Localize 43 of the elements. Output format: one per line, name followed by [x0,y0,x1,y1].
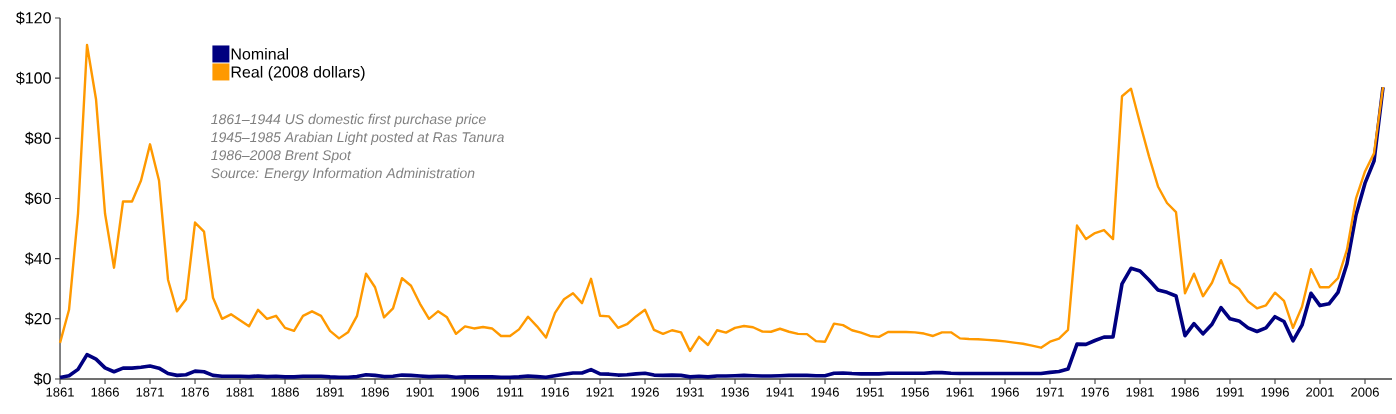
x-tick-label: 1896 [361,387,389,397]
annotation: 1986–2008 Brent Spot [211,150,352,163]
x-tick-label: 1901 [406,387,434,397]
x-tick-label: 1871 [136,387,164,397]
x-tick-label: 1881 [226,387,254,397]
legend-label: Real (2008 dollars) [231,65,365,81]
x-tick-label: 1996 [1261,387,1289,397]
y-tick-label: $100 [16,71,51,85]
x-tick-label: 1906 [451,387,479,397]
x-tick-label: 1986 [1171,387,1199,397]
x-tick-label: 1916 [541,387,569,397]
y-tick-label: $0 [33,372,51,386]
x-tick-label: 1921 [586,387,614,397]
x-tick-label: 1956 [901,387,929,397]
y-tick-label: $20 [24,312,51,326]
legend-label: Nominal [231,47,288,60]
x-tick-label: 1966 [991,387,1019,397]
x-tick-label: 1946 [811,387,839,397]
x-tick-label: 1981 [1126,387,1154,397]
x-tick-label: 1976 [1081,387,1109,397]
x-tick-label: 1911 [497,387,524,397]
x-tick-label: 1961 [946,387,974,397]
y-tick-label: $40 [24,252,51,266]
x-tick-label: 1861 [46,387,74,397]
y-tick-label: $80 [24,131,51,145]
x-tick-label: 2006 [1351,387,1379,397]
x-tick-label: 1991 [1216,387,1244,397]
x-tick-label: 1876 [181,387,209,397]
x-tick-label: 1866 [91,387,119,397]
y-tick-label: $120 [16,11,51,25]
x-tick-label: 1941 [766,387,794,397]
x-tick-label: 1886 [271,387,299,397]
x-tick-label: 1951 [856,387,884,397]
y-tick-label: $60 [24,192,51,205]
x-tick-label: 1936 [721,387,749,397]
annotation: 1861–1944 US domestic first purchase price [211,113,486,127]
x-tick-label: 1971 [1036,387,1064,397]
annotation: 1945–1985 Arabian Light posted at Ras Tanura [211,131,504,145]
x-tick-label: 1926 [631,387,659,397]
x-tick-label: 2001 [1306,387,1334,397]
annotation: Source: Energy Information Administration [211,167,475,181]
x-tick-label: 1931 [676,387,704,397]
x-tick-label: 1891 [316,387,344,397]
